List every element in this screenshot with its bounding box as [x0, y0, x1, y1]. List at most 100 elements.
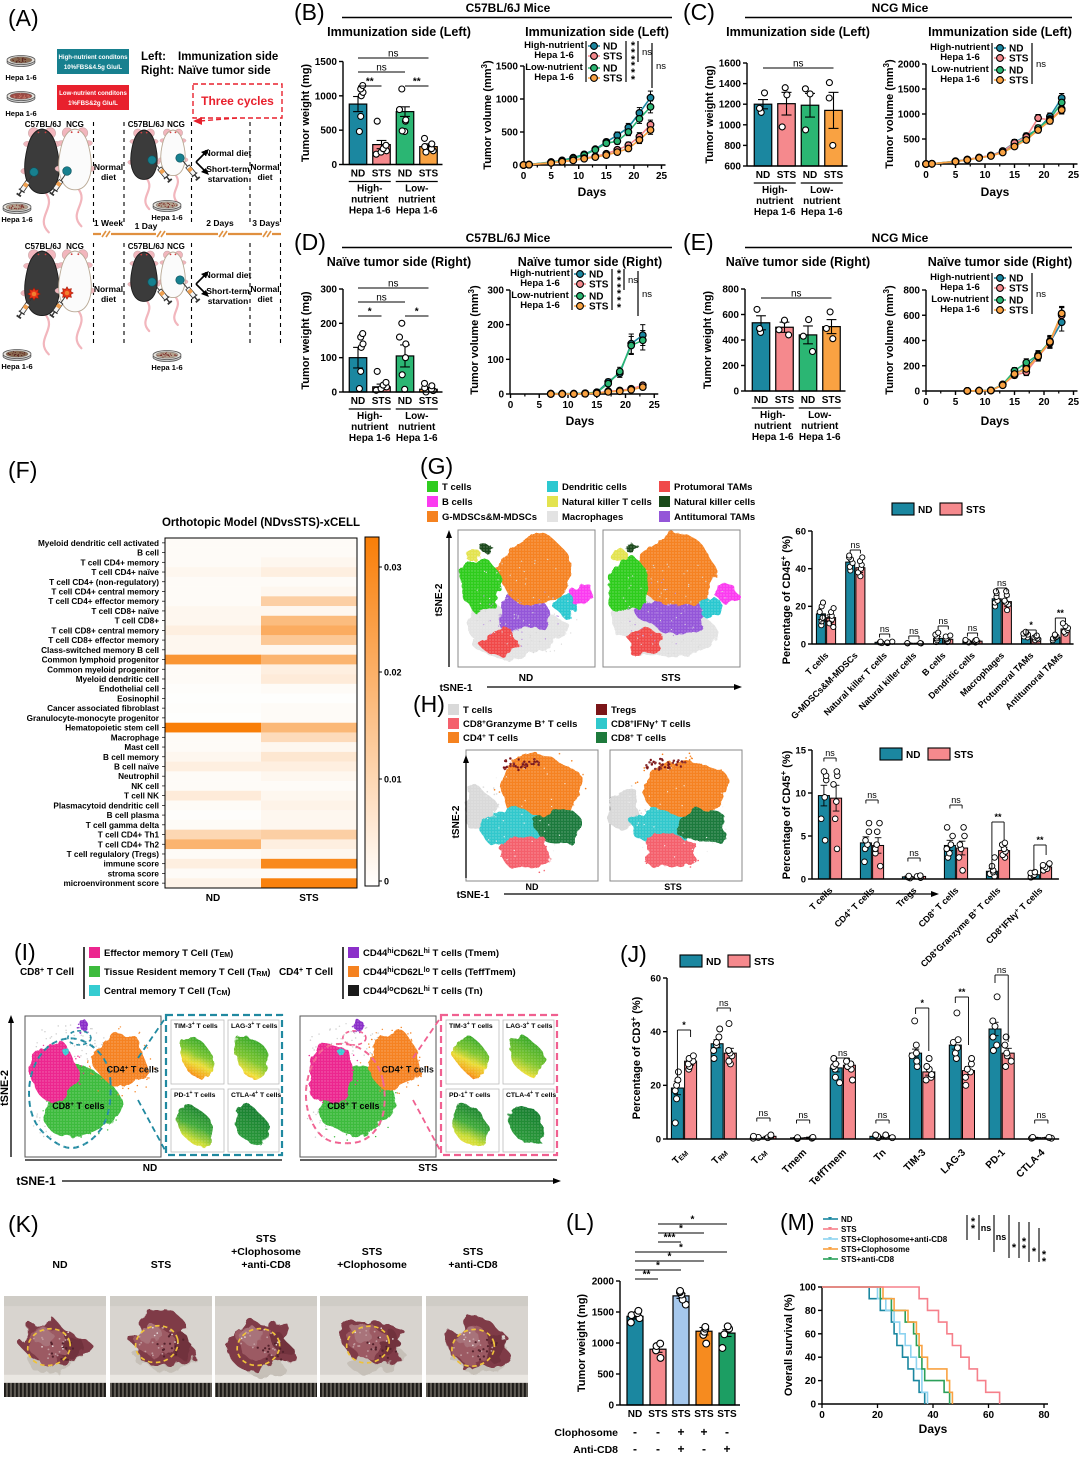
- svg-text:15: 15: [1009, 397, 1021, 408]
- svg-text:PD-1+ T cells: PD-1+ T cells: [174, 1090, 216, 1099]
- svg-text:STS: STS: [151, 1259, 171, 1271]
- svg-text:ns: ns: [759, 1108, 769, 1118]
- svg-text:ns: ns: [867, 790, 877, 800]
- svg-text:Hepa 1-6: Hepa 1-6: [1, 215, 32, 224]
- svg-text:40: 40: [805, 1353, 817, 1364]
- svg-text:STS: STS: [603, 52, 623, 63]
- svg-text:5: 5: [536, 400, 542, 411]
- svg-text:Myeloid dendritic cell: Myeloid dendritic cell: [76, 675, 159, 684]
- svg-text:Three cycles: Three cycles: [201, 94, 274, 108]
- svg-text:*: *: [631, 74, 636, 86]
- svg-text:**: **: [366, 77, 374, 88]
- svg-text:T cell CD4+ central memory: T cell CD4+ central memory: [51, 587, 159, 596]
- svg-text:1500: 1500: [315, 57, 338, 68]
- svg-text:0: 0: [498, 390, 504, 401]
- svg-text:5: 5: [953, 170, 959, 181]
- svg-text:G-MDSCs&M-MDSCs: G-MDSCs&M-MDSCs: [442, 512, 537, 523]
- svg-text:STS: STS: [754, 956, 774, 968]
- svg-text:High-: High-: [357, 184, 383, 195]
- svg-text:+Clophosome: +Clophosome: [231, 1246, 301, 1258]
- svg-text:400: 400: [903, 336, 920, 347]
- svg-text:-: -: [633, 1425, 637, 1439]
- svg-text:-: -: [656, 1442, 660, 1456]
- svg-text:800: 800: [722, 285, 739, 296]
- svg-text:Hepa 1-6: Hepa 1-6: [396, 433, 438, 444]
- svg-text:25: 25: [1068, 170, 1080, 181]
- svg-text:500: 500: [903, 135, 920, 146]
- svg-text:diet: diet: [257, 294, 272, 304]
- svg-text:tSNE-2: tSNE-2: [451, 805, 462, 838]
- svg-text:diet: diet: [101, 294, 116, 304]
- svg-text:Orthotopic Model (NDvsSTS)-xCE: Orthotopic Model (NDvsSTS)-xCELL: [162, 517, 360, 529]
- svg-text:ns: ns: [997, 965, 1007, 975]
- svg-text:5: 5: [953, 397, 959, 408]
- svg-text:STS: STS: [661, 673, 681, 684]
- svg-text:T cell CD4+ Th1: T cell CD4+ Th1: [98, 831, 160, 840]
- svg-text:C57BL/6J Mice: C57BL/6J Mice: [466, 1, 551, 15]
- svg-text:*: *: [617, 282, 622, 294]
- svg-text:200: 200: [903, 361, 920, 372]
- svg-text:ND: ND: [603, 64, 617, 75]
- svg-text:CD8+ T cells: CD8+ T cells: [327, 1101, 379, 1111]
- svg-text:Hepa 1-6: Hepa 1-6: [801, 207, 843, 218]
- svg-text:Hepa 1-6: Hepa 1-6: [752, 432, 794, 443]
- svg-text:(C): (C): [683, 0, 715, 25]
- svg-text:C57BL/6J: C57BL/6J: [128, 242, 164, 251]
- svg-text:0: 0: [521, 171, 527, 182]
- svg-text:Antitumoral TAMs: Antitumoral TAMs: [674, 512, 755, 523]
- svg-text:800: 800: [724, 141, 741, 152]
- svg-text:0: 0: [801, 874, 806, 885]
- svg-text:0: 0: [914, 160, 920, 171]
- svg-text:ns: ns: [628, 275, 638, 286]
- svg-text:Common lymphoid progenitor: Common lymphoid progenitor: [42, 656, 160, 665]
- svg-text:ND: ND: [754, 395, 768, 406]
- svg-text:Normal: Normal: [250, 162, 279, 172]
- svg-text:NCG Mice: NCG Mice: [872, 1, 929, 15]
- svg-text:80: 80: [805, 1306, 817, 1317]
- svg-text:CD4+ T Cell: CD4+ T Cell: [279, 967, 333, 978]
- svg-text:20: 20: [628, 171, 640, 182]
- svg-text:ns: ns: [821, 611, 831, 621]
- svg-text:Normal: Normal: [94, 284, 123, 294]
- svg-text:**: **: [1057, 608, 1065, 618]
- svg-text:STS: STS: [1009, 284, 1029, 295]
- svg-text:ND: ND: [351, 396, 365, 407]
- svg-text:Low-: Low-: [405, 411, 428, 422]
- svg-text:Hepa 1-6: Hepa 1-6: [940, 52, 980, 63]
- svg-text:ns: ns: [951, 795, 961, 805]
- svg-text:2000: 2000: [898, 60, 921, 71]
- svg-text:Hepa 1-6: Hepa 1-6: [520, 278, 560, 289]
- svg-text:1000: 1000: [315, 91, 338, 102]
- svg-text:40: 40: [650, 1027, 661, 1038]
- svg-text:Overall survival (%): Overall survival (%): [783, 1294, 795, 1396]
- svg-text:STS: STS: [589, 280, 609, 291]
- svg-text:Normal diet: Normal diet: [205, 148, 252, 158]
- svg-text:ND: ND: [143, 1163, 157, 1174]
- svg-text:1400: 1400: [719, 79, 742, 90]
- svg-text:100: 100: [487, 355, 504, 366]
- svg-text:Low-: Low-: [405, 184, 428, 195]
- svg-text:0: 0: [733, 387, 739, 398]
- svg-text:*: *: [631, 47, 636, 59]
- svg-text:Hepa 1-6: Hepa 1-6: [349, 206, 391, 217]
- svg-text:STS: STS: [1009, 54, 1029, 65]
- svg-text:*: *: [368, 307, 372, 318]
- svg-text:ns: ns: [1037, 1110, 1047, 1120]
- svg-text:+: +: [700, 1425, 707, 1439]
- svg-text:Left:: Left:: [141, 51, 166, 63]
- svg-text:High-nutrient: High-nutrient: [930, 42, 990, 53]
- svg-text:nutrient: nutrient: [351, 422, 389, 433]
- svg-text:CTLA-4+ T cells: CTLA-4+ T cells: [231, 1090, 281, 1099]
- svg-text:+: +: [723, 1442, 730, 1456]
- svg-text:+Clophosome: +Clophosome: [337, 1259, 407, 1271]
- svg-text:-: -: [656, 1425, 660, 1439]
- svg-text:ND: ND: [841, 1215, 853, 1224]
- svg-text:600: 600: [903, 311, 920, 322]
- svg-text:STS: STS: [824, 170, 844, 181]
- svg-text:STS: STS: [372, 396, 392, 407]
- svg-text:CD4+ T cells: CD4+ T cells: [463, 733, 518, 745]
- svg-text:T cells: T cells: [442, 482, 472, 493]
- svg-text:Low-nutrient: Low-nutrient: [525, 62, 583, 73]
- svg-text:STS: STS: [648, 1409, 668, 1420]
- svg-text:tSNE-2: tSNE-2: [0, 1070, 11, 1106]
